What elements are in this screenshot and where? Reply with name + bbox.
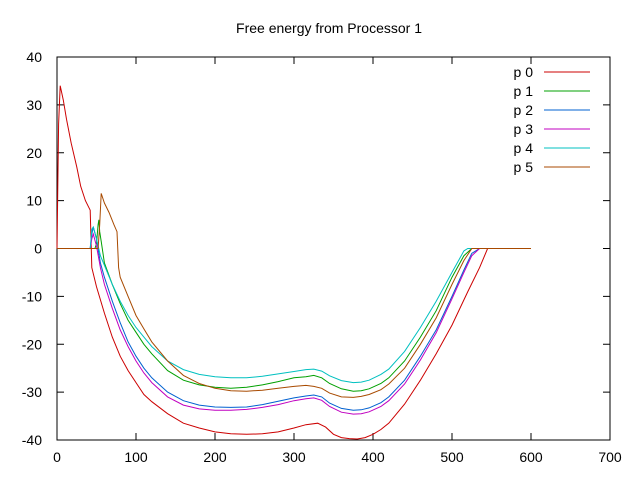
legend-label-3: p 3 <box>514 121 534 137</box>
x-tick-label: 300 <box>282 449 306 465</box>
y-tick-label: 10 <box>26 193 42 209</box>
legend-label-1: p 1 <box>514 83 534 99</box>
x-tick-label: 100 <box>124 449 148 465</box>
axis-ticks: 0 100 200 300 400 500 600 700 -40 -30 -20 -10 0 10 20 3… <box>22 49 622 465</box>
legend-label-4: p 4 <box>514 140 534 156</box>
series-lines <box>56 85 531 440</box>
legend-label-2: p 2 <box>514 102 534 118</box>
series-line-5 <box>57 193 531 398</box>
y-tick-label: -30 <box>22 384 42 400</box>
y-tick-label: 0 <box>34 241 42 257</box>
y-tick-label: 40 <box>26 49 42 65</box>
series-line-2 <box>57 226 531 411</box>
x-tick-label: 700 <box>598 449 622 465</box>
x-tick-label: 400 <box>361 449 385 465</box>
y-tick-label: -10 <box>22 288 42 304</box>
y-tick-label: 30 <box>26 97 42 113</box>
series-line-4 <box>57 225 531 384</box>
series-line-1 <box>57 219 531 392</box>
y-tick-label: -40 <box>22 432 42 448</box>
legend-label-0: p 0 <box>514 64 534 80</box>
y-tick-label: 20 <box>26 145 42 161</box>
x-tick-label: 200 <box>203 449 227 465</box>
x-tick-label: 500 <box>440 449 464 465</box>
x-tick-label: 600 <box>519 449 543 465</box>
chart-title: Free energy from Processor 1 <box>236 20 422 36</box>
series-line-0 <box>56 85 531 440</box>
y-tick-label: -20 <box>22 336 42 352</box>
legend: p 0 p 1 p 2 p 3 p 4 p 5 <box>514 64 590 175</box>
x-tick-label: 0 <box>53 449 61 465</box>
legend-label-5: p 5 <box>514 159 534 175</box>
series-line-3 <box>57 232 531 415</box>
